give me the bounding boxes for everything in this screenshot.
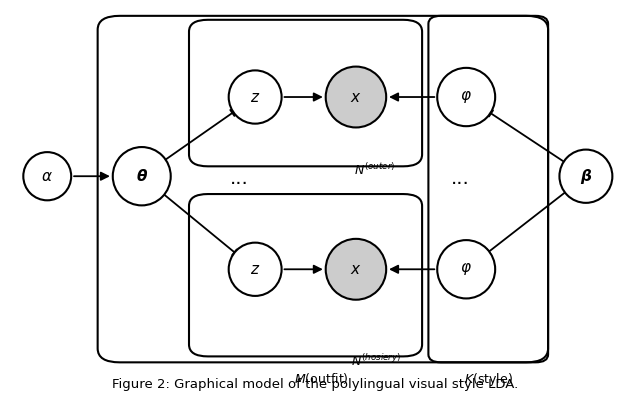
- Ellipse shape: [559, 150, 612, 203]
- Text: $M$(outfit): $M$(outfit): [294, 371, 348, 386]
- Text: $\varphi$: $\varphi$: [461, 89, 472, 105]
- Text: ...: ...: [230, 169, 249, 188]
- Ellipse shape: [437, 68, 495, 126]
- Text: $\varphi$: $\varphi$: [461, 261, 472, 277]
- Text: $K$(style): $K$(style): [464, 371, 513, 388]
- Text: $x$: $x$: [350, 262, 362, 277]
- Text: $\boldsymbol{\beta}$: $\boldsymbol{\beta}$: [580, 167, 592, 186]
- Text: $N^{(hosiery)}$: $N^{(hosiery)}$: [351, 353, 401, 369]
- Text: $\alpha$: $\alpha$: [42, 169, 53, 184]
- Text: Figure 2: Graphical model of the polylingual visual style LDA.: Figure 2: Graphical model of the polylin…: [112, 378, 518, 391]
- Text: $N^{(outer)}$: $N^{(outer)}$: [354, 162, 396, 178]
- Ellipse shape: [229, 70, 282, 124]
- Ellipse shape: [326, 67, 386, 128]
- Text: $z$: $z$: [250, 262, 260, 277]
- Text: $x$: $x$: [350, 89, 362, 105]
- Text: $\boldsymbol{\theta}$: $\boldsymbol{\theta}$: [135, 168, 148, 184]
- Text: $z$: $z$: [250, 89, 260, 105]
- Ellipse shape: [229, 243, 282, 296]
- Text: ...: ...: [450, 169, 469, 188]
- Ellipse shape: [437, 240, 495, 299]
- Ellipse shape: [326, 239, 386, 300]
- Ellipse shape: [23, 152, 71, 200]
- Ellipse shape: [113, 147, 171, 206]
